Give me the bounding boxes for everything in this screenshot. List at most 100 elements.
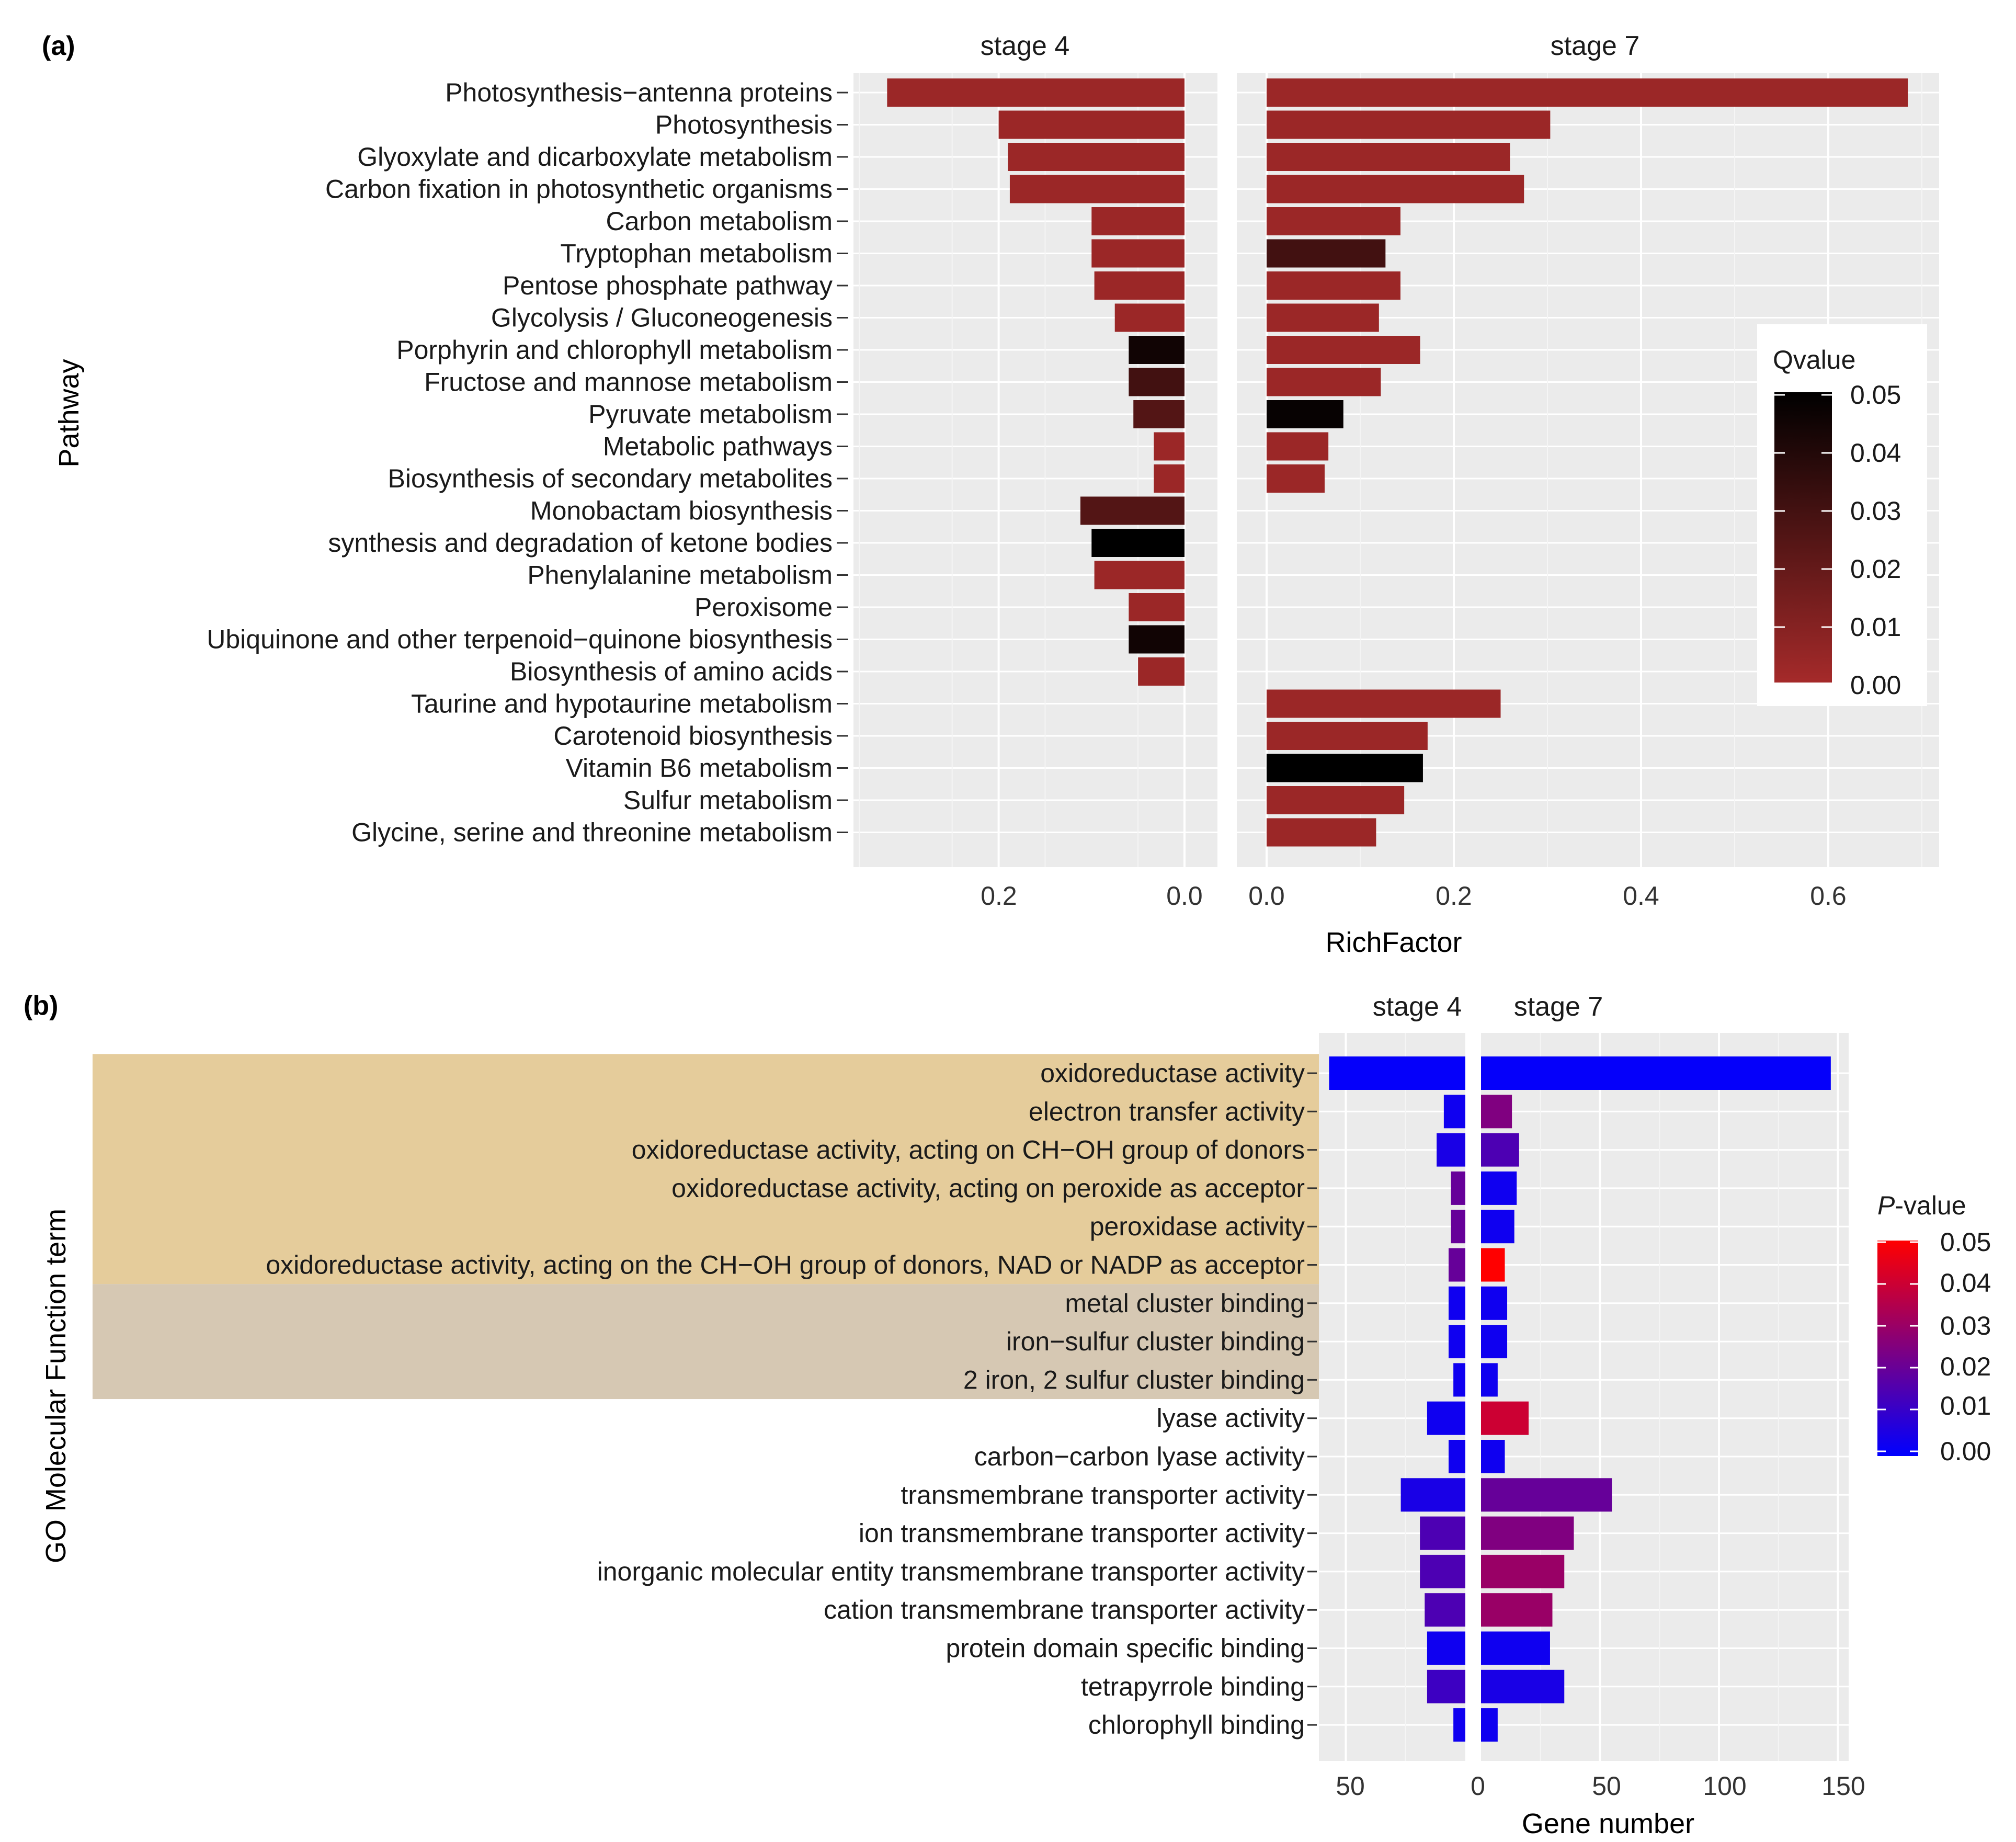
category-label: metal cluster binding bbox=[1065, 1289, 1305, 1318]
bar-stage4-photosynthesis bbox=[998, 110, 1184, 139]
bar-stage4-glycolysis-gluconeogenesis bbox=[1114, 303, 1184, 332]
x-axis-title-a: RichFactor bbox=[1325, 927, 1462, 958]
bar-stage4-ion-transmembrane-transporter-activity bbox=[1420, 1516, 1465, 1550]
legend-pvalue-tick-0.02: 0.02 bbox=[1940, 1352, 1991, 1381]
bar-stage7-carotenoid-biosynthesis bbox=[1267, 722, 1428, 750]
bar-stage7-biosynthesis-of-secondary-metabolites bbox=[1267, 464, 1325, 493]
category-label: Biosynthesis of secondary metabolites bbox=[388, 464, 833, 493]
bar-stage7-oxidoreductase-activity-acting-on-peroxide-as-acceptor bbox=[1481, 1171, 1517, 1205]
legend-pvalue-tick-0.00: 0.00 bbox=[1940, 1437, 1991, 1466]
bar-stage7-vitamin-b6-metabolism bbox=[1267, 754, 1423, 782]
bar-stage4-chlorophyll-binding bbox=[1453, 1708, 1465, 1742]
category-label: transmembrane transporter activity bbox=[901, 1480, 1305, 1509]
x-tick-b-s7-100: 100 bbox=[1703, 1771, 1746, 1801]
bar-stage7-peroxidase-activity bbox=[1481, 1210, 1514, 1244]
bar-stage7-taurine-and-hypotaurine-metabolism bbox=[1267, 689, 1501, 718]
category-label: Carbon fixation in photosynthetic organi… bbox=[325, 175, 833, 204]
bar-stage4-peroxidase-activity bbox=[1451, 1210, 1465, 1244]
bar-stage4-tryptophan-metabolism bbox=[1091, 239, 1184, 268]
bar-stage7-2-iron-2-sulfur-cluster-binding bbox=[1481, 1363, 1498, 1397]
legend-pvalue-title-italic: P bbox=[1877, 1191, 1895, 1220]
category-label: Porphyrin and chlorophyll metabolism bbox=[396, 335, 833, 365]
bar-stage4-protein-domain-specific-binding bbox=[1427, 1631, 1465, 1665]
bar-stage7-glycolysis-gluconeogenesis bbox=[1267, 303, 1379, 332]
legend-qvalue-tick-0.04: 0.04 bbox=[1850, 438, 1901, 468]
x-tick-a-s7-0.0: 0.0 bbox=[1248, 881, 1285, 911]
legend-pvalue-tick-0.01: 0.01 bbox=[1940, 1391, 1991, 1420]
x-tick-a-s4-0.0: 0.0 bbox=[1166, 881, 1203, 911]
bar-stage7-glyoxylate-and-dicarboxylate-metabolism bbox=[1267, 143, 1510, 171]
legend-qvalue-tick-0.01: 0.01 bbox=[1850, 612, 1901, 642]
legend-pvalue-title-rest: -value bbox=[1895, 1191, 1966, 1220]
category-label: Metabolic pathways bbox=[603, 432, 833, 461]
bar-stage7-iron-sulfur-cluster-binding bbox=[1481, 1325, 1508, 1359]
panel-a-tag: (a) bbox=[42, 31, 75, 61]
legend-qvalue-colorbar bbox=[1774, 392, 1832, 683]
bar-stage7-carbon-fixation-in-photosynthetic-organisms bbox=[1267, 175, 1524, 203]
category-label: Carbon metabolism bbox=[606, 207, 833, 236]
category-label: Glycine, serine and threonine metabolism bbox=[351, 818, 833, 847]
x-tick-a-s7-0.4: 0.4 bbox=[1623, 881, 1659, 911]
facet-strip-b-stage7: stage 7 bbox=[1514, 992, 1603, 1022]
category-label: Sulfur metabolism bbox=[623, 786, 833, 815]
bar-stage4-monobactam-biosynthesis bbox=[1080, 496, 1184, 525]
category-label: oxidoreductase activity, acting on the C… bbox=[266, 1250, 1305, 1280]
bar-stage7-metal-cluster-binding bbox=[1481, 1286, 1508, 1320]
category-label: ion transmembrane transporter activity bbox=[859, 1519, 1305, 1548]
x-tick-b-s7-150: 150 bbox=[1821, 1771, 1865, 1801]
bar-stage7-lyase-activity bbox=[1481, 1401, 1529, 1435]
bar-stage7-chlorophyll-binding bbox=[1481, 1708, 1498, 1742]
x-tick-a-s4-0.2: 0.2 bbox=[981, 881, 1017, 911]
category-label: Pyruvate metabolism bbox=[588, 400, 833, 429]
bar-stage4-iron-sulfur-cluster-binding bbox=[1449, 1325, 1465, 1359]
category-label: Photosynthesis bbox=[655, 110, 833, 140]
category-label: chlorophyll binding bbox=[1088, 1710, 1305, 1739]
bar-stage7-inorganic-molecular-entity-transmembrane-transporter-activity bbox=[1481, 1554, 1565, 1588]
bar-stage7-transmembrane-transporter-activity bbox=[1481, 1478, 1612, 1512]
go-panel: (b) oxidoreductase activity electron tran… bbox=[24, 991, 1991, 1839]
category-label: cation transmembrane transporter activit… bbox=[824, 1595, 1305, 1624]
category-label: Biosynthesis of amino acids bbox=[510, 657, 833, 686]
bar-stage4-metabolic-pathways bbox=[1154, 432, 1184, 461]
x-tick-a-s7-0.2: 0.2 bbox=[1436, 881, 1472, 911]
category-label: Taurine and hypotaurine metabolism bbox=[411, 689, 833, 719]
highlight-band bbox=[93, 1054, 1319, 1284]
category-label: Tryptophan metabolism bbox=[560, 239, 833, 268]
category-label: oxidoreductase activity, acting on CH−OH… bbox=[632, 1135, 1305, 1165]
bar-stage7-carbon-metabolism bbox=[1267, 207, 1400, 235]
bar-stage7-protein-domain-specific-binding bbox=[1481, 1631, 1550, 1665]
category-label: oxidoreductase activity, acting on perox… bbox=[671, 1174, 1305, 1203]
bar-stage4-inorganic-molecular-entity-transmembrane-transporter-activity bbox=[1420, 1554, 1465, 1588]
legend-pvalue-tick-0.03: 0.03 bbox=[1940, 1311, 1991, 1340]
legend-pvalue-tick-0.05: 0.05 bbox=[1940, 1227, 1991, 1257]
x-tick-b-s4-50: 50 bbox=[1336, 1771, 1365, 1801]
bar-stage4-metal-cluster-binding bbox=[1449, 1286, 1465, 1320]
category-label: Fructose and mannose metabolism bbox=[424, 368, 833, 397]
bar-stage4-pyruvate-metabolism bbox=[1133, 400, 1184, 428]
legend-qvalue-tick-0.00: 0.00 bbox=[1850, 670, 1901, 700]
y-axis-title-b: GO Molecular Function term bbox=[40, 1209, 72, 1563]
bar-stage7-cation-transmembrane-transporter-activity bbox=[1481, 1593, 1553, 1627]
bar-stage7-oxidoreductase-activity-acting-on-the-ch-oh-group-of-donors-nad-or-nadp-as-acceptor bbox=[1481, 1248, 1505, 1282]
category-label: inorganic molecular entity transmembrane… bbox=[597, 1557, 1305, 1586]
category-label: Pentose phosphate pathway bbox=[503, 271, 833, 300]
category-label: iron−sulfur cluster binding bbox=[1006, 1327, 1305, 1356]
bar-stage4-oxidoreductase-activity-acting-on-peroxide-as-acceptor bbox=[1451, 1171, 1465, 1205]
bar-stage7-photosynthesis-antenna-proteins bbox=[1267, 78, 1908, 107]
bar-stage4-ubiquinone-and-other-terpenoid-quinone-biosynthesis bbox=[1129, 625, 1184, 654]
bar-stage7-metabolic-pathways bbox=[1267, 432, 1329, 461]
legend-qvalue-tick-0.03: 0.03 bbox=[1850, 496, 1901, 526]
facet-strip-b-stage4: stage 4 bbox=[1373, 992, 1462, 1022]
bar-stage7-porphyrin-and-chlorophyll-metabolism bbox=[1267, 336, 1420, 364]
bar-stage4-biosynthesis-of-amino-acids bbox=[1138, 657, 1184, 686]
category-label: oxidoreductase activity bbox=[1040, 1059, 1305, 1088]
category-label: Glycolysis / Gluconeogenesis bbox=[491, 303, 833, 333]
bar-stage4-oxidoreductase-activity bbox=[1329, 1056, 1465, 1090]
panel-b-tag: (b) bbox=[24, 991, 58, 1021]
category-label: protein domain specific binding bbox=[946, 1634, 1305, 1663]
bar-stage7-oxidoreductase-activity-acting-on-ch-oh-group-of-donors bbox=[1481, 1133, 1519, 1167]
bar-stage7-oxidoreductase-activity bbox=[1481, 1056, 1831, 1090]
x-tick-b-0: 0 bbox=[1471, 1771, 1485, 1801]
bar-stage4-pentose-phosphate-pathway bbox=[1094, 271, 1184, 300]
